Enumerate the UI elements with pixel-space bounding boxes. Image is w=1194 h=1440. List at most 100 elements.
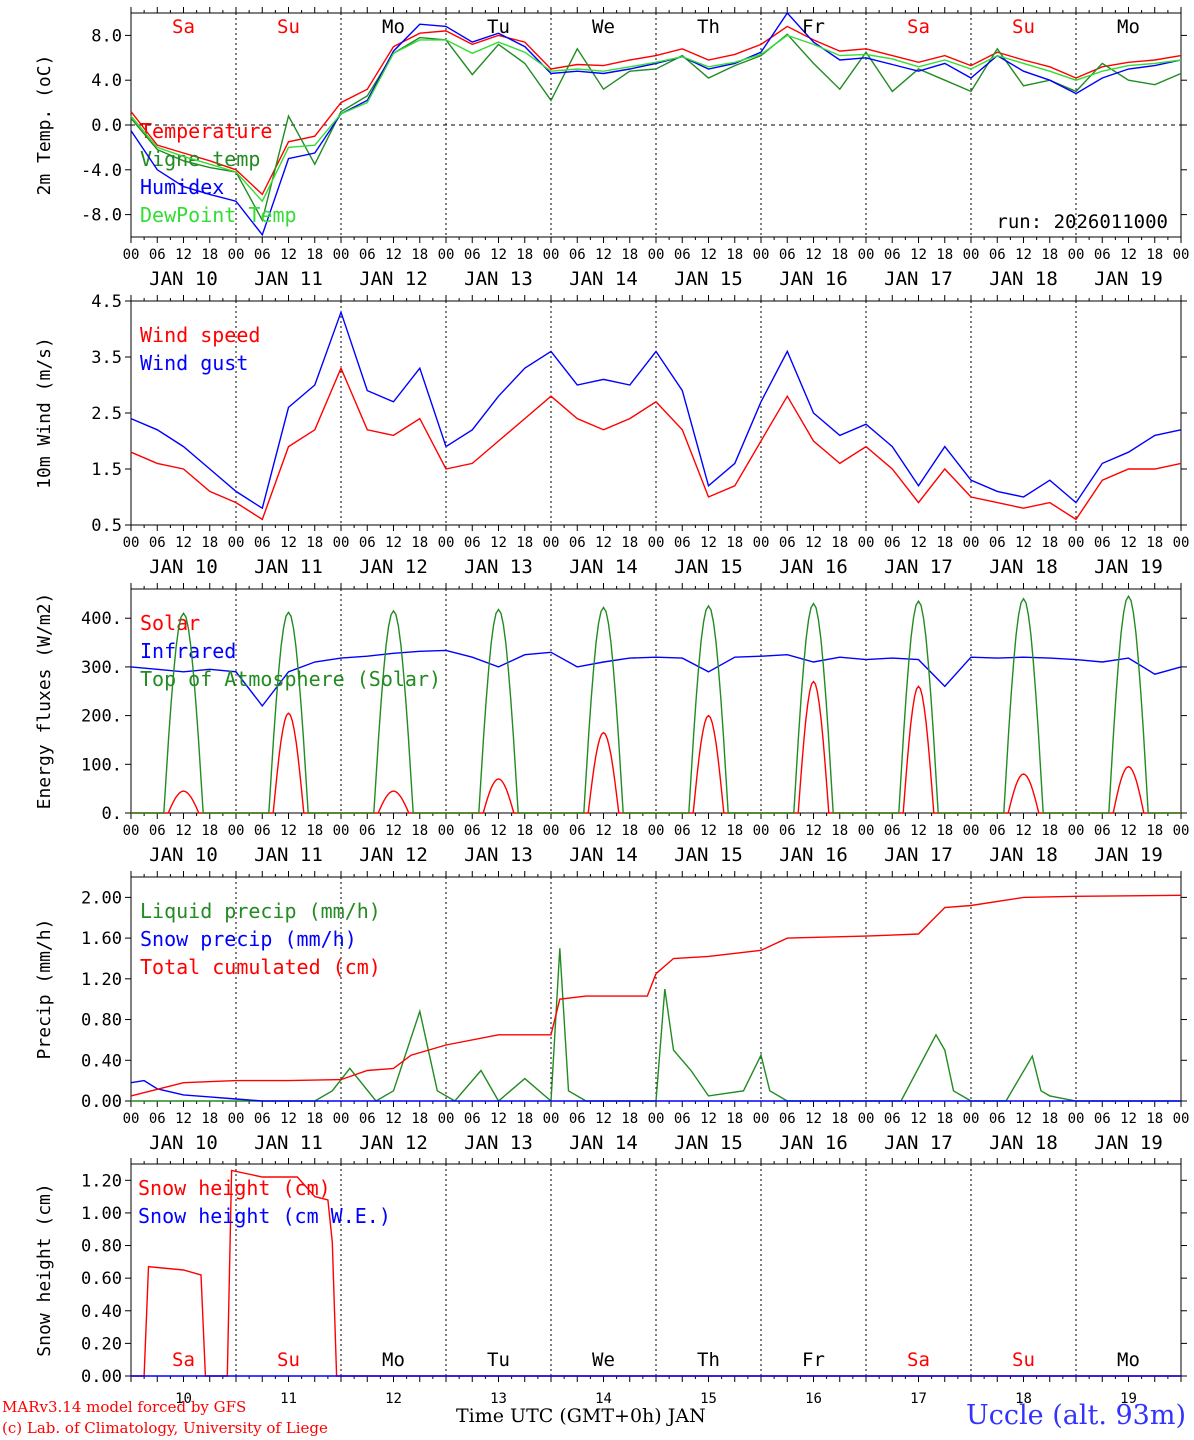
day-label: JAN 14 bbox=[569, 1132, 638, 1154]
hour-tick-label: 00 bbox=[123, 823, 140, 839]
legend-snow-precip-mm-h-: Snow precip (mm/h) bbox=[140, 927, 357, 951]
day-label: JAN 13 bbox=[464, 844, 533, 866]
y-tick-label: 1.20 bbox=[81, 970, 122, 990]
y-tick-label: 1.5 bbox=[91, 460, 122, 480]
y-tick-label: 200. bbox=[81, 707, 122, 727]
y-tick-label: 4.0 bbox=[91, 71, 122, 91]
hour-tick-label: 12 bbox=[1015, 247, 1032, 263]
hour-tick-label: 12 bbox=[490, 535, 507, 551]
footer-model-text: MARv3.14 model forced by GFS bbox=[2, 1398, 247, 1416]
hour-tick-label: 00 bbox=[963, 247, 980, 263]
day-label: JAN 15 bbox=[674, 268, 743, 290]
hour-tick-label: 18 bbox=[201, 1111, 218, 1127]
day-label: JAN 16 bbox=[779, 556, 848, 578]
series-dewpoint-temp bbox=[130, 34, 1182, 203]
hour-tick-label: 12 bbox=[1015, 823, 1032, 839]
hour-tick-label: 18 bbox=[516, 535, 533, 551]
hour-tick-label: 18 bbox=[726, 1111, 743, 1127]
hour-tick-label: 18 bbox=[621, 535, 638, 551]
day-label: JAN 10 bbox=[149, 844, 218, 866]
weekday-label-bottom: Sa bbox=[172, 1349, 195, 1371]
weekday-label-bottom: Mo bbox=[1117, 1349, 1140, 1371]
hour-tick-label: 18 bbox=[621, 247, 638, 263]
day-label: JAN 12 bbox=[359, 268, 428, 290]
hour-tick-label: 00 bbox=[228, 823, 245, 839]
weekday-label-top: Sa bbox=[907, 16, 930, 38]
hour-tick-label: 06 bbox=[779, 823, 796, 839]
legend-snow-height-cm-w-e-: Snow height (cm W.E.) bbox=[138, 1204, 391, 1228]
legend-wind-speed: Wind speed bbox=[140, 323, 260, 347]
day-label: JAN 17 bbox=[884, 1132, 953, 1154]
legend-humidex: Humidex bbox=[140, 175, 224, 199]
hour-tick-label: 06 bbox=[149, 247, 166, 263]
series-temperature bbox=[130, 25, 1182, 196]
day-number-label: 18 bbox=[1015, 1391, 1032, 1407]
hour-tick-label: 06 bbox=[884, 247, 901, 263]
hour-tick-label: 00 bbox=[963, 535, 980, 551]
hour-tick-label: 06 bbox=[359, 247, 376, 263]
day-label: JAN 12 bbox=[359, 844, 428, 866]
day-label: JAN 15 bbox=[674, 1132, 743, 1154]
legend-top-of-atmosphere-solar-: Top of Atmosphere (Solar) bbox=[140, 667, 441, 691]
hour-tick-label: 12 bbox=[805, 823, 822, 839]
day-label: JAN 13 bbox=[464, 556, 533, 578]
hour-tick-label: 06 bbox=[464, 247, 481, 263]
hour-tick-label: 00 bbox=[1173, 1111, 1190, 1127]
day-number-label: 12 bbox=[385, 1391, 402, 1407]
legend-liquid-precip-mm-h-: Liquid precip (mm/h) bbox=[140, 899, 381, 923]
hour-tick-label: 06 bbox=[779, 1111, 796, 1127]
legend-solar: Solar bbox=[140, 611, 200, 635]
hour-tick-label: 12 bbox=[595, 535, 612, 551]
hour-tick-label: 18 bbox=[726, 535, 743, 551]
weekday-label-bottom: Su bbox=[1012, 1349, 1035, 1371]
series-snow-precip-mm-h- bbox=[130, 1079, 1181, 1102]
day-number-label: 19 bbox=[1120, 1391, 1137, 1407]
hour-tick-label: 00 bbox=[543, 535, 560, 551]
hour-tick-label: 00 bbox=[648, 823, 665, 839]
hour-tick-label: 18 bbox=[936, 823, 953, 839]
hour-tick-label: 18 bbox=[1041, 247, 1058, 263]
weekday-label-bottom: Fr bbox=[802, 1349, 825, 1371]
y-axis-title: Snow height (cm) bbox=[34, 1183, 55, 1356]
legend-dewpoint-temp: DewPoint Temp bbox=[140, 203, 297, 227]
day-label: JAN 11 bbox=[254, 268, 323, 290]
hour-tick-label: 12 bbox=[385, 535, 402, 551]
hour-tick-label: 00 bbox=[1173, 247, 1190, 263]
hour-tick-label: 18 bbox=[1041, 1111, 1058, 1127]
y-axis-title: Energy fluxes (W/m2) bbox=[34, 593, 55, 810]
hour-tick-label: 06 bbox=[149, 1111, 166, 1127]
hour-tick-label: 18 bbox=[621, 1111, 638, 1127]
hour-tick-label: 00 bbox=[228, 247, 245, 263]
hour-tick-label: 06 bbox=[779, 535, 796, 551]
hour-tick-label: 06 bbox=[884, 823, 901, 839]
day-label: JAN 19 bbox=[1094, 844, 1163, 866]
weekday-label-top: Su bbox=[1012, 16, 1035, 38]
hour-tick-label: 00 bbox=[123, 1111, 140, 1127]
day-label: JAN 19 bbox=[1094, 1132, 1163, 1154]
hour-tick-label: 00 bbox=[438, 823, 455, 839]
hour-tick-label: 12 bbox=[805, 247, 822, 263]
hour-tick-label: 12 bbox=[175, 535, 192, 551]
day-label: JAN 10 bbox=[149, 556, 218, 578]
day-label: JAN 17 bbox=[884, 556, 953, 578]
hour-tick-label: 12 bbox=[175, 1111, 192, 1127]
weekday-label-bottom: Su bbox=[277, 1349, 300, 1371]
weekday-label-bottom: Sa bbox=[907, 1349, 930, 1371]
series-solar bbox=[131, 680, 1181, 814]
hour-tick-label: 00 bbox=[1068, 823, 1085, 839]
hour-tick-label: 06 bbox=[884, 535, 901, 551]
hour-tick-label: 12 bbox=[700, 823, 717, 839]
hour-tick-label: 12 bbox=[385, 1111, 402, 1127]
hour-tick-label: 18 bbox=[831, 535, 848, 551]
hour-tick-label: 18 bbox=[411, 247, 428, 263]
day-number-label: 11 bbox=[280, 1391, 297, 1407]
hour-tick-label: 06 bbox=[254, 1111, 271, 1127]
run-label: run: 2026011000 bbox=[996, 211, 1168, 233]
weekday-label-top: Mo bbox=[382, 16, 405, 38]
hour-tick-label: 06 bbox=[674, 823, 691, 839]
hour-tick-label: 00 bbox=[753, 247, 770, 263]
hour-tick-label: 06 bbox=[989, 1111, 1006, 1127]
hour-tick-label: 00 bbox=[858, 1111, 875, 1127]
y-tick-label: 0.40 bbox=[81, 1302, 122, 1322]
hour-tick-label: 00 bbox=[123, 247, 140, 263]
